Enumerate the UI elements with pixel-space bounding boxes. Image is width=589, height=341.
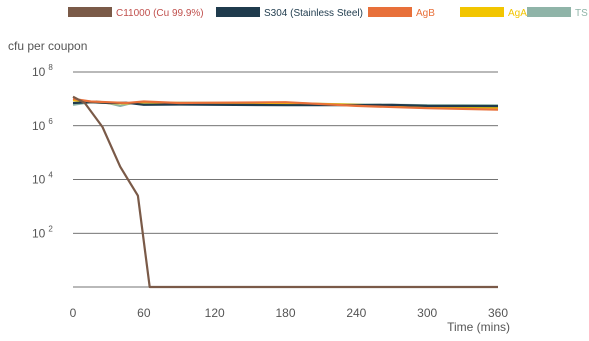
legend-label-4: TS	[575, 8, 588, 19]
series-line-agb	[72, 97, 499, 111]
legend-label-0: C11000 (Cu 99.9%)	[116, 8, 204, 19]
legend-item-1: S304 (Stainless Steel)	[216, 7, 363, 19]
x-tick-labels: 0 60 120 180 240 300 360	[70, 306, 509, 320]
legend: C11000 (Cu 99.9%) S304 (Stainless Steel) A…	[68, 7, 588, 19]
x-tick-label-300: 300	[417, 306, 437, 320]
x-tick-label-240: 240	[346, 306, 366, 320]
y-axis-label: cfu per coupon	[8, 39, 87, 53]
legend-swatch-1	[216, 7, 260, 17]
legend-item-3: AgA	[460, 7, 527, 19]
legend-label-1: S304 (Stainless Steel)	[264, 8, 363, 19]
series-lines	[72, 95, 499, 289]
legend-swatch-4	[527, 7, 571, 17]
legend-swatch-3	[460, 7, 504, 17]
x-axis-label: Time (mins)	[447, 320, 510, 334]
legend-label-3: AgA	[508, 8, 527, 19]
y-tick-label-0: 10 2	[32, 224, 53, 240]
x-tick-label-0: 0	[70, 306, 77, 320]
legend-item-0: C11000 (Cu 99.9%)	[68, 7, 204, 19]
y-tick-label-3: 10 8	[32, 63, 53, 79]
x-tick-label-60: 60	[137, 306, 151, 320]
legend-label-2: AgB	[416, 8, 435, 19]
x-tick-label-180: 180	[275, 306, 295, 320]
legend-swatch-0	[68, 7, 112, 17]
x-tick-label-360: 360	[488, 306, 508, 320]
legend-item-2: AgB	[368, 7, 435, 19]
series-line-c11000	[72, 95, 498, 289]
legend-swatch-2	[368, 7, 412, 17]
x-tick-label-120: 120	[205, 306, 225, 320]
y-tick-label-1: 10 4	[32, 171, 53, 187]
legend-item-4: TS	[527, 7, 588, 19]
y-tick-label-2: 10 6	[32, 117, 53, 133]
